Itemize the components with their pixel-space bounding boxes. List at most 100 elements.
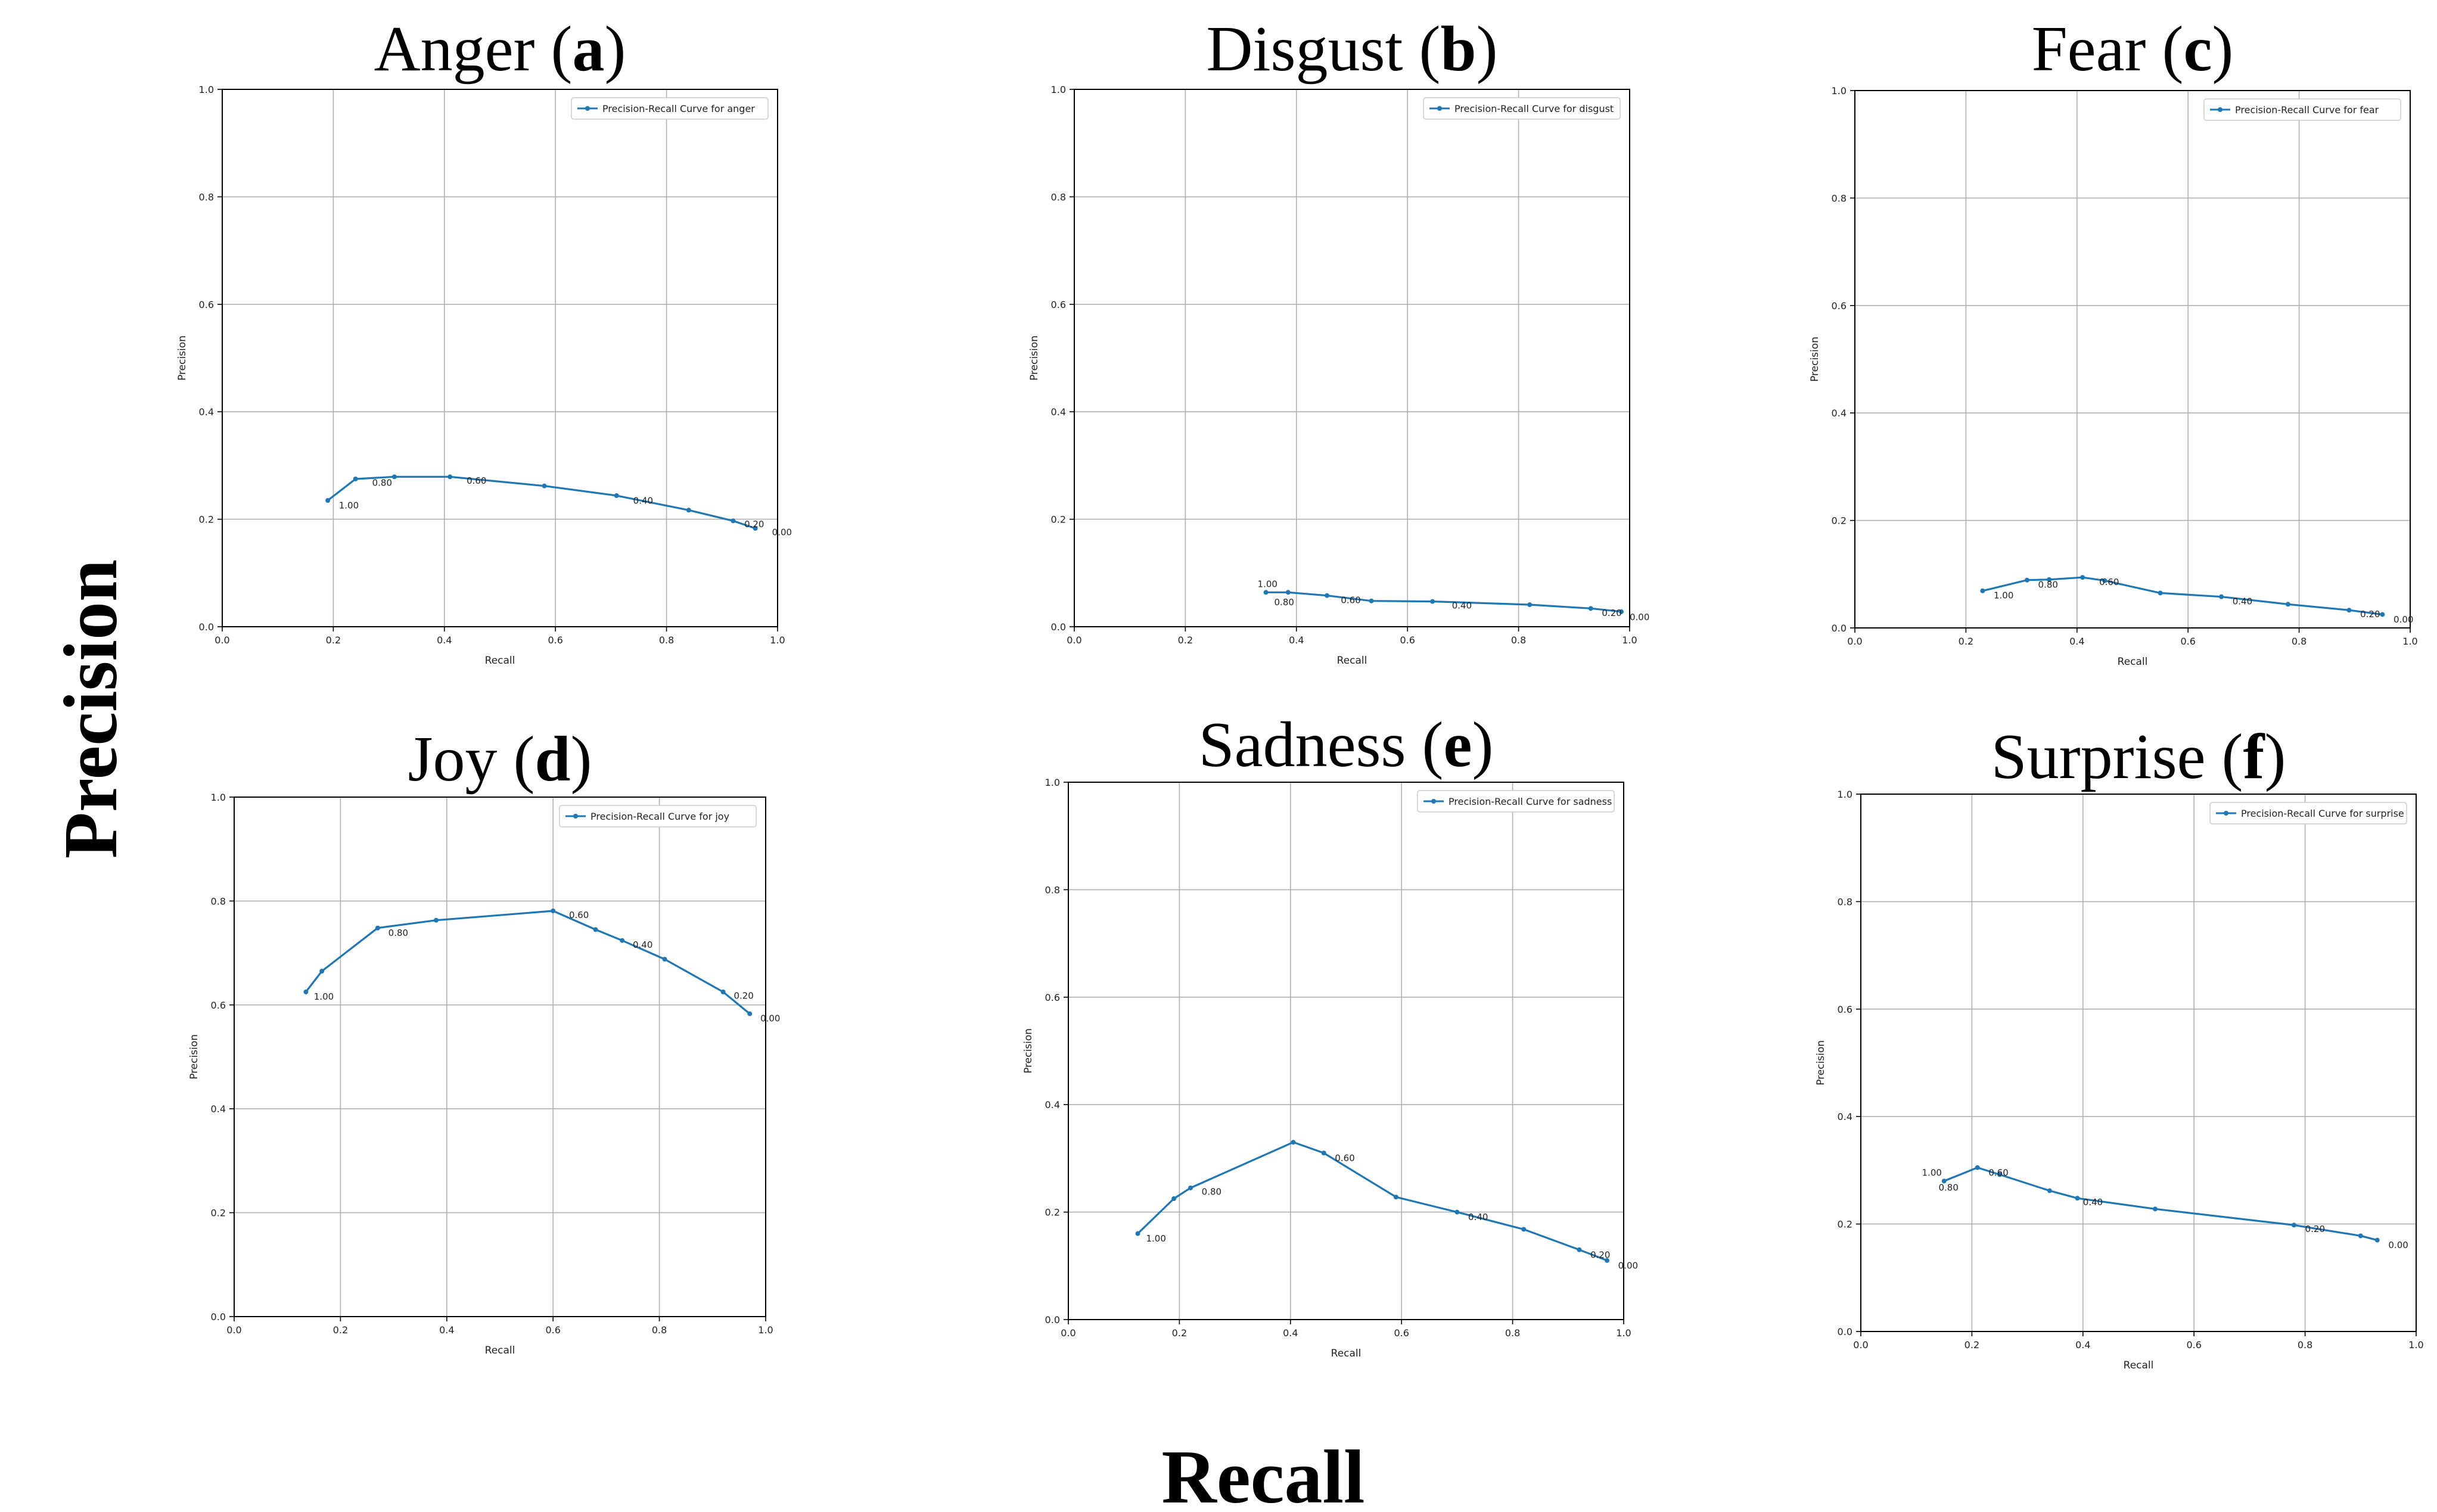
panel-f-xlabel: Recall [2124, 1359, 2154, 1371]
panel-e-series-line [1137, 1141, 1608, 1262]
panel-e-data-point [1577, 1247, 1582, 1252]
panel-d-series-line [305, 910, 751, 1015]
panel-c-legend-marker [2218, 107, 2222, 112]
panel-e-data-point [1321, 1150, 1326, 1156]
panel-f-data-point [2291, 1222, 2296, 1228]
panel-e-chart: Sadness (e) 0.0 0.2 0.4 0.6 0.8 1.0 0.0 0.2 0.4 0.… [1022, 710, 1638, 1359]
panel-a-chart: Anger (a)0.0 0.2 0.4 0.6 0.8 1.00.00.20.40.60… [176, 14, 792, 667]
panel-d-xtick-label: 0.6 [545, 1324, 560, 1336]
panel-b-xtick-label: 0.6 [1400, 634, 1415, 646]
panel-f-threshold-label: 0.20 [2305, 1224, 2325, 1234]
panel-d-threshold-label: 0.20 [733, 990, 753, 1001]
panel-c-data-point [1980, 588, 1985, 593]
panel-e-threshold-label: 0.40 [1468, 1212, 1488, 1222]
panel-c-data-point [2102, 578, 2107, 583]
panel-a-data-point [391, 474, 397, 480]
panel-f-xtick-label: 0.8 [2298, 1339, 2312, 1351]
panel-b-legend-marker [1437, 106, 1442, 111]
panel-c-ytick-label: 0.6 [1832, 300, 1847, 312]
panel-e-xtick-label: 0.0 [1061, 1327, 1075, 1339]
panel-f-data-point [2047, 1188, 2052, 1193]
panel-a-data-point [325, 498, 331, 503]
panel-f-ytick-label: 0.6 [1838, 1004, 1852, 1015]
panel-b-threshold-label: 0.60 [1341, 595, 1360, 605]
panel-e-threshold-label: 1.00 [1146, 1233, 1165, 1244]
panel-c-plot-area [1855, 91, 2410, 628]
panel-a-data-point [614, 493, 619, 498]
panel-e-xtick-label: 0.8 [1505, 1327, 1520, 1339]
panel-c-ylabel: Precision [1809, 337, 1821, 382]
panel-a-data-point [731, 518, 736, 524]
panel-b-data-point [1285, 590, 1291, 595]
panel-e-ylabel: Precision [1022, 1028, 1034, 1074]
panel-f-ytick-label: 0.8 [1838, 896, 1852, 907]
panel-a-threshold-label: 0.40 [633, 495, 653, 506]
panel-f-data-point [1997, 1172, 2002, 1177]
panel-d-xlabel: Recall [485, 1345, 515, 1357]
panel-a-xtick-label: 0.2 [326, 634, 341, 646]
panel-f-data-point [1941, 1178, 1947, 1184]
panel-e-data-point [1605, 1258, 1610, 1263]
panel-b-data-point [1527, 602, 1533, 608]
panel-f-legend-box [2209, 802, 2407, 825]
panel-f-data-point [2374, 1237, 2380, 1243]
panel-e-data-point [1521, 1227, 1527, 1232]
panel-d-data-point [551, 908, 556, 913]
panel-e-ytick-label: 0.0 [1045, 1314, 1060, 1326]
panel-b-legend-label: Precision-Recall Curve for disgust [1454, 103, 1614, 114]
panel-d-ytick-label: 0.4 [211, 1103, 226, 1115]
panel-d-threshold-label: 0.80 [388, 928, 408, 938]
panel-f-frame [1860, 794, 2417, 1332]
panel-d-ytick-label: 0.8 [211, 895, 226, 907]
panel-e-frame [1068, 782, 1624, 1320]
panel-c-threshold-label: 0.40 [2233, 596, 2252, 606]
panel-d-legend-box [559, 805, 757, 827]
panel-f-legend-marker [2224, 811, 2228, 816]
panel-b-xtick-label: 0.2 [1178, 634, 1193, 646]
panel-d-data-point [375, 925, 380, 931]
panel-a-data-point [542, 483, 547, 489]
panel-e-ytick-label: 0.2 [1045, 1207, 1060, 1218]
panel-d-threshold-label: 1.00 [314, 991, 334, 1002]
panel-d-ytick-label: 0.6 [211, 1000, 226, 1011]
panel-e-data-point [1135, 1231, 1140, 1236]
panel-d-data-point [620, 938, 625, 943]
panel-b-ytick-label: 0.2 [1051, 514, 1066, 525]
panel-d-ylabel: Precision [188, 1034, 200, 1079]
panel-e-xlabel: Recall [1331, 1348, 1362, 1359]
panel-e-xtick-label: 0.2 [1172, 1327, 1187, 1339]
panel-a-xtick-label: 0.0 [215, 634, 229, 646]
panel-c-threshold-label: 1.00 [1994, 590, 2013, 601]
panel-b-data-point [1430, 599, 1435, 604]
panel-d-data-point [662, 957, 667, 962]
panel-a-xtick-label: 1.0 [770, 634, 785, 646]
panel-a-frame [222, 89, 778, 627]
panel-d-data-point [319, 969, 325, 974]
panel-a-ylabel: Precision [176, 335, 188, 381]
panel-d-data-point [433, 917, 439, 923]
panel-f-title: Surprise (f) [1991, 721, 2286, 792]
panel-b-threshold-label: 0.40 [1452, 600, 1472, 611]
panel-a-ytick-label: 0.2 [199, 514, 214, 525]
panel-b-ytick-label: 0.4 [1051, 406, 1066, 418]
panel-a-ytick-label: 0.6 [199, 299, 214, 310]
panel-e-data-point [1291, 1140, 1296, 1145]
panel-d-ytick-label: 1.0 [211, 792, 226, 803]
panel-b-frame [1074, 89, 1630, 627]
panel-c-threshold-label: 0.80 [2038, 579, 2058, 590]
panel-b-xlabel: Recall [1337, 655, 1367, 667]
panel-d-plot-area [234, 797, 766, 1317]
panel-e-data-point [1188, 1186, 1193, 1191]
panel-a-data-point [686, 508, 691, 513]
panel-c-xlabel: Recall [2118, 656, 2148, 668]
panel-b-threshold-label: 0.20 [1602, 608, 1621, 618]
panel-a-plot-area [222, 89, 778, 627]
panel-c-data-point [2346, 608, 2352, 613]
panel-f-xtick-label: 0.2 [1964, 1339, 1979, 1351]
panel-f-ytick-label: 0.4 [1838, 1111, 1852, 1122]
panel-e-xtick-label: 0.6 [1394, 1327, 1409, 1339]
panel-c-xtick-label: 0.2 [1959, 636, 1973, 647]
panel-a-xtick-label: 0.6 [548, 634, 562, 646]
